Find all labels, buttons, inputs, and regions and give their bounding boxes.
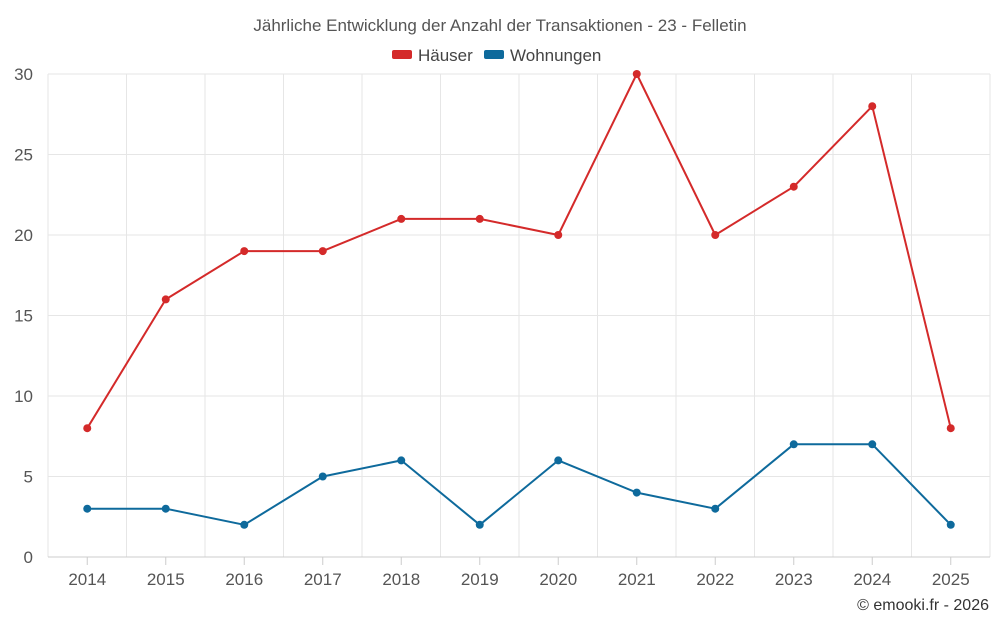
data-point-0-2019 <box>475 214 484 223</box>
data-point-1-2019 <box>475 520 484 529</box>
x-tick-label-2023: 2023 <box>775 570 813 589</box>
x-tick-label-2019: 2019 <box>461 570 499 589</box>
x-tick-label-2016: 2016 <box>225 570 263 589</box>
y-tick-label-15: 15 <box>14 307 33 326</box>
data-point-0-2025 <box>946 424 955 433</box>
data-point-0-2021 <box>632 70 641 78</box>
data-point-1-2022 <box>711 504 720 513</box>
data-point-0-2018 <box>397 214 406 223</box>
y-tick-label-20: 20 <box>14 226 33 245</box>
x-tick-label-2018: 2018 <box>382 570 420 589</box>
data-point-1-2015 <box>161 504 170 513</box>
x-tick-label-2024: 2024 <box>853 570 891 589</box>
x-tick-label-2025: 2025 <box>932 570 970 589</box>
legend-label-0: Häuser <box>418 46 473 65</box>
y-tick-label-10: 10 <box>14 387 33 406</box>
chart-title: Jährliche Entwicklung der Anzahl der Tra… <box>253 16 746 35</box>
x-tick-label-2022: 2022 <box>696 570 734 589</box>
credit-text: © emooki.fr - 2026 <box>857 597 989 614</box>
data-point-1-2014 <box>83 504 92 513</box>
y-tick-label-0: 0 <box>24 548 33 567</box>
series-0 <box>83 70 955 433</box>
legend-swatch-1 <box>484 50 504 59</box>
data-point-0-2014 <box>83 424 92 433</box>
x-tick-label-2015: 2015 <box>147 570 185 589</box>
x-tick-label-2014: 2014 <box>68 570 106 589</box>
x-tick-label-2020: 2020 <box>539 570 577 589</box>
data-point-0-2015 <box>161 295 170 304</box>
data-point-1-2017 <box>318 472 327 481</box>
x-axis: 2014 2015 2016 2017 2018 2019 2020 2021 2022 2023… <box>48 556 990 589</box>
legend-label-1: Wohnungen <box>510 46 601 65</box>
data-point-0-2020 <box>554 231 563 239</box>
y-tick-label-30: 30 <box>14 65 33 84</box>
data-point-0-2023 <box>789 182 798 191</box>
legend: Häuser Wohnungen <box>392 46 601 65</box>
data-point-1-2018 <box>397 456 406 465</box>
legend-swatch-0 <box>392 50 412 59</box>
data-point-1-2023 <box>789 440 798 449</box>
data-point-0-2016 <box>240 247 249 256</box>
series-line-1 <box>87 443 952 526</box>
data-point-1-2016 <box>240 520 249 529</box>
data-point-1-2025 <box>946 520 955 529</box>
series-line-0 <box>86 73 952 429</box>
y-tick-label-5: 5 <box>24 468 33 487</box>
y-tick-label-25: 25 <box>14 146 33 165</box>
x-tick-label-2017: 2017 <box>304 570 342 589</box>
x-tick-label-2021: 2021 <box>618 570 656 589</box>
y-axis: 0 5 10 15 20 25 30 <box>14 65 33 567</box>
data-point-0-2022 <box>711 231 720 239</box>
data-point-1-2024 <box>868 440 877 449</box>
series-group <box>83 70 955 529</box>
series-1 <box>83 440 955 529</box>
data-point-1-2021 <box>632 488 641 497</box>
grid <box>47 73 991 557</box>
data-point-0-2024 <box>868 102 877 111</box>
data-point-0-2017 <box>318 247 327 256</box>
data-point-1-2020 <box>554 456 563 465</box>
